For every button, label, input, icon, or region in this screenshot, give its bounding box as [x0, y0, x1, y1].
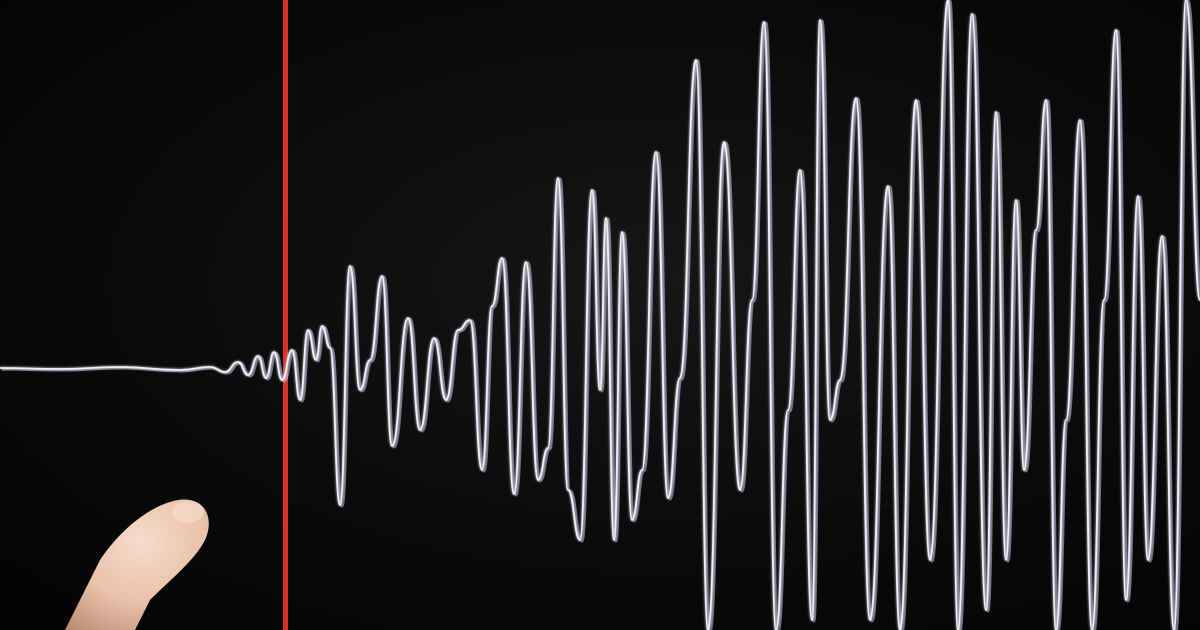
- pointing-finger: [65, 499, 209, 630]
- event-marker-line: [283, 0, 288, 630]
